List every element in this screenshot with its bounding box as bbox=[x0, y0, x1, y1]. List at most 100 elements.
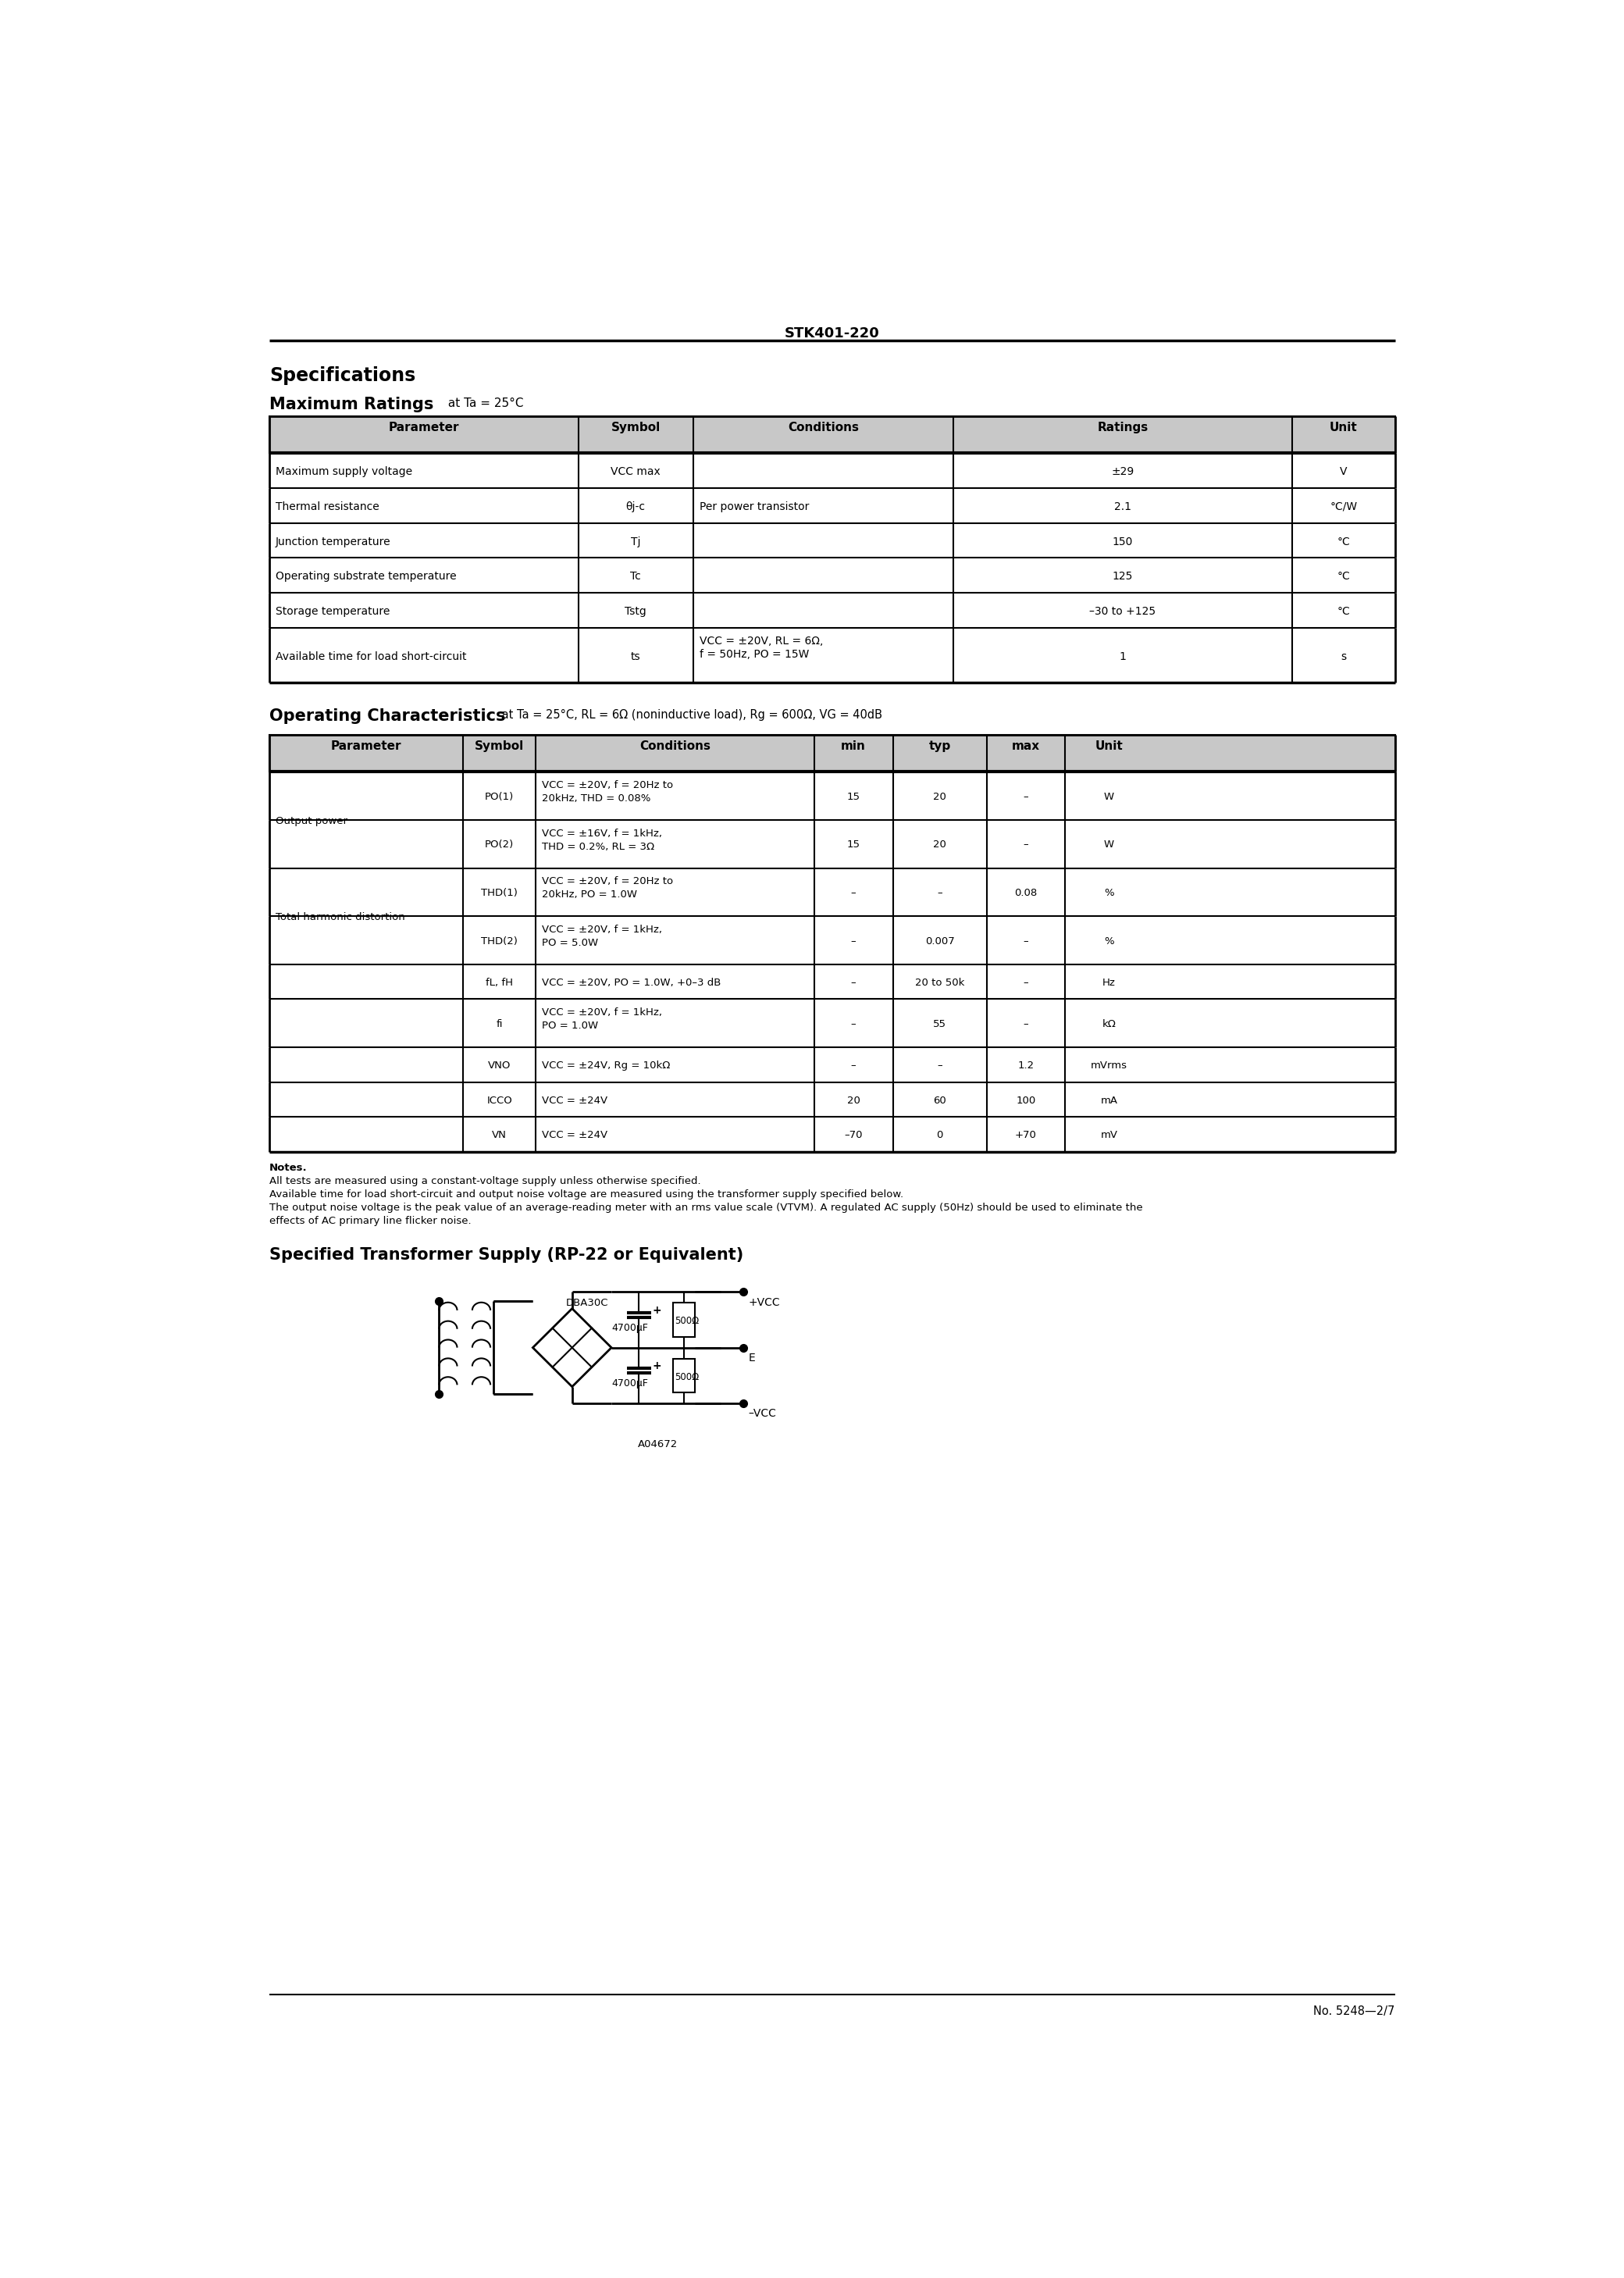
Text: –: – bbox=[851, 1018, 856, 1030]
Text: 125: 125 bbox=[1112, 572, 1134, 581]
Text: 20: 20 bbox=[846, 1096, 861, 1105]
Text: –: – bbox=[937, 888, 942, 898]
Text: –: – bbox=[851, 977, 856, 989]
Text: –: – bbox=[851, 936, 856, 945]
Text: A04672: A04672 bbox=[638, 1440, 677, 1449]
Text: –: – bbox=[851, 1062, 856, 1071]
Text: °C/W: °C/W bbox=[1330, 501, 1358, 513]
Text: θj-c: θj-c bbox=[625, 501, 645, 513]
Text: °C: °C bbox=[1337, 572, 1350, 581]
Text: Symbol: Symbol bbox=[474, 740, 525, 752]
Text: E: E bbox=[749, 1353, 755, 1362]
Text: –VCC: –VCC bbox=[749, 1408, 776, 1419]
Text: –: – bbox=[937, 1062, 942, 1071]
Text: Parameter: Parameter bbox=[388, 421, 460, 433]
Text: Maximum Ratings: Maximum Ratings bbox=[270, 396, 434, 412]
Text: %: % bbox=[1104, 888, 1114, 898]
Text: mVrms: mVrms bbox=[1091, 1062, 1127, 1071]
Text: Symbol: Symbol bbox=[611, 421, 661, 433]
Text: Maximum supply voltage: Maximum supply voltage bbox=[276, 467, 412, 478]
Text: 20kHz, PO = 1.0W: 20kHz, PO = 1.0W bbox=[542, 891, 637, 900]
Text: 20: 20 bbox=[934, 793, 947, 802]
Text: +VCC: +VCC bbox=[749, 1296, 780, 1308]
Text: fi: fi bbox=[497, 1018, 503, 1030]
Text: Conditions: Conditions bbox=[788, 421, 859, 433]
Text: PO(1): PO(1) bbox=[486, 793, 515, 802]
Bar bbox=[270, 734, 1395, 772]
Text: 15: 15 bbox=[846, 793, 861, 802]
Text: Storage temperature: Storage temperature bbox=[276, 606, 390, 617]
Text: Available time for load short-circuit and output noise voltage are measured usin: Available time for load short-circuit an… bbox=[270, 1189, 903, 1198]
Text: +: + bbox=[651, 1305, 661, 1317]
Text: Tstg: Tstg bbox=[625, 606, 646, 617]
Text: +70: +70 bbox=[1015, 1130, 1036, 1141]
Text: 100: 100 bbox=[1017, 1096, 1036, 1105]
Bar bbox=[674, 1303, 695, 1337]
Text: max: max bbox=[1012, 740, 1039, 752]
Text: 0.007: 0.007 bbox=[926, 936, 955, 945]
Bar bbox=[270, 417, 1395, 453]
Text: 4700μF: 4700μF bbox=[612, 1324, 648, 1333]
Text: THD = 0.2%, RL = 3Ω: THD = 0.2%, RL = 3Ω bbox=[542, 841, 654, 852]
Text: –: – bbox=[1023, 793, 1028, 802]
Text: Thermal resistance: Thermal resistance bbox=[276, 501, 380, 513]
Text: VCC = ±20V, f = 20Hz to: VCC = ±20V, f = 20Hz to bbox=[542, 781, 672, 790]
Text: Specifications: Specifications bbox=[270, 367, 416, 385]
Text: ±29: ±29 bbox=[1111, 467, 1134, 478]
Text: Operating Characteristics: Operating Characteristics bbox=[270, 708, 505, 724]
Text: Specified Transformer Supply (RP-22 or Equivalent): Specified Transformer Supply (RP-22 or E… bbox=[270, 1246, 744, 1262]
Text: Tj: Tj bbox=[630, 535, 640, 547]
Text: VCC = ±24V: VCC = ±24V bbox=[542, 1130, 607, 1141]
Text: °C: °C bbox=[1337, 535, 1350, 547]
Text: VCC = ±20V, PO = 1.0W, +0–3 dB: VCC = ±20V, PO = 1.0W, +0–3 dB bbox=[542, 977, 721, 989]
Text: typ: typ bbox=[929, 740, 950, 752]
Text: Conditions: Conditions bbox=[640, 740, 711, 752]
Text: VNO: VNO bbox=[489, 1062, 512, 1071]
Text: Available time for load short-circuit: Available time for load short-circuit bbox=[276, 652, 466, 663]
Text: Ratings: Ratings bbox=[1098, 421, 1148, 433]
Text: –: – bbox=[1023, 977, 1028, 989]
Text: –: – bbox=[1023, 936, 1028, 945]
Text: VCC = ±20V, RL = 6Ω,: VCC = ±20V, RL = 6Ω, bbox=[700, 636, 823, 647]
Text: DBA30C: DBA30C bbox=[567, 1298, 609, 1308]
Text: 55: 55 bbox=[934, 1018, 947, 1030]
Text: Unit: Unit bbox=[1330, 421, 1358, 433]
Text: VN: VN bbox=[492, 1130, 507, 1141]
Text: Unit: Unit bbox=[1095, 740, 1124, 752]
Text: THD(1): THD(1) bbox=[481, 888, 518, 898]
Text: Output power: Output power bbox=[276, 816, 348, 827]
Text: Junction temperature: Junction temperature bbox=[276, 535, 391, 547]
Text: effects of AC primary line flicker noise.: effects of AC primary line flicker noise… bbox=[270, 1216, 471, 1226]
Text: 0.08: 0.08 bbox=[1015, 888, 1038, 898]
Text: VCC = ±24V: VCC = ±24V bbox=[542, 1096, 607, 1105]
Text: Tc: Tc bbox=[630, 572, 641, 581]
Text: +: + bbox=[651, 1360, 661, 1371]
Text: STK401-220: STK401-220 bbox=[784, 326, 880, 339]
Text: VCC = ±20V, f = 1kHz,: VCC = ±20V, f = 1kHz, bbox=[542, 1007, 663, 1018]
Text: s: s bbox=[1341, 652, 1346, 663]
Text: W: W bbox=[1104, 793, 1114, 802]
Text: –: – bbox=[1023, 1018, 1028, 1030]
Text: mA: mA bbox=[1101, 1096, 1117, 1105]
Text: 20 to 50k: 20 to 50k bbox=[914, 977, 965, 989]
Text: –: – bbox=[851, 888, 856, 898]
Text: VCC max: VCC max bbox=[611, 467, 661, 478]
Text: ICCO: ICCO bbox=[487, 1096, 512, 1105]
Text: 2.1: 2.1 bbox=[1114, 501, 1132, 513]
Text: %: % bbox=[1104, 936, 1114, 945]
Text: Total harmonic distortion: Total harmonic distortion bbox=[276, 911, 404, 923]
Bar bbox=[674, 1358, 695, 1392]
Text: min: min bbox=[841, 740, 866, 752]
Text: 500Ω: 500Ω bbox=[674, 1317, 698, 1326]
Text: 60: 60 bbox=[934, 1096, 947, 1105]
Text: 500Ω: 500Ω bbox=[674, 1371, 698, 1383]
Text: VCC = ±16V, f = 1kHz,: VCC = ±16V, f = 1kHz, bbox=[542, 829, 663, 838]
Text: fL, fH: fL, fH bbox=[486, 977, 513, 989]
Text: 1: 1 bbox=[1119, 652, 1125, 663]
Text: at Ta = 25°C, RL = 6Ω (noninductive load), Rg = 600Ω, VG = 40dB: at Ta = 25°C, RL = 6Ω (noninductive load… bbox=[499, 708, 882, 722]
Text: 4700μF: 4700μF bbox=[612, 1378, 648, 1390]
Text: 150: 150 bbox=[1112, 535, 1134, 547]
Text: Per power transistor: Per power transistor bbox=[700, 501, 809, 513]
Text: VCC = ±20V, f = 20Hz to: VCC = ±20V, f = 20Hz to bbox=[542, 877, 672, 886]
Text: THD(2): THD(2) bbox=[481, 936, 518, 945]
